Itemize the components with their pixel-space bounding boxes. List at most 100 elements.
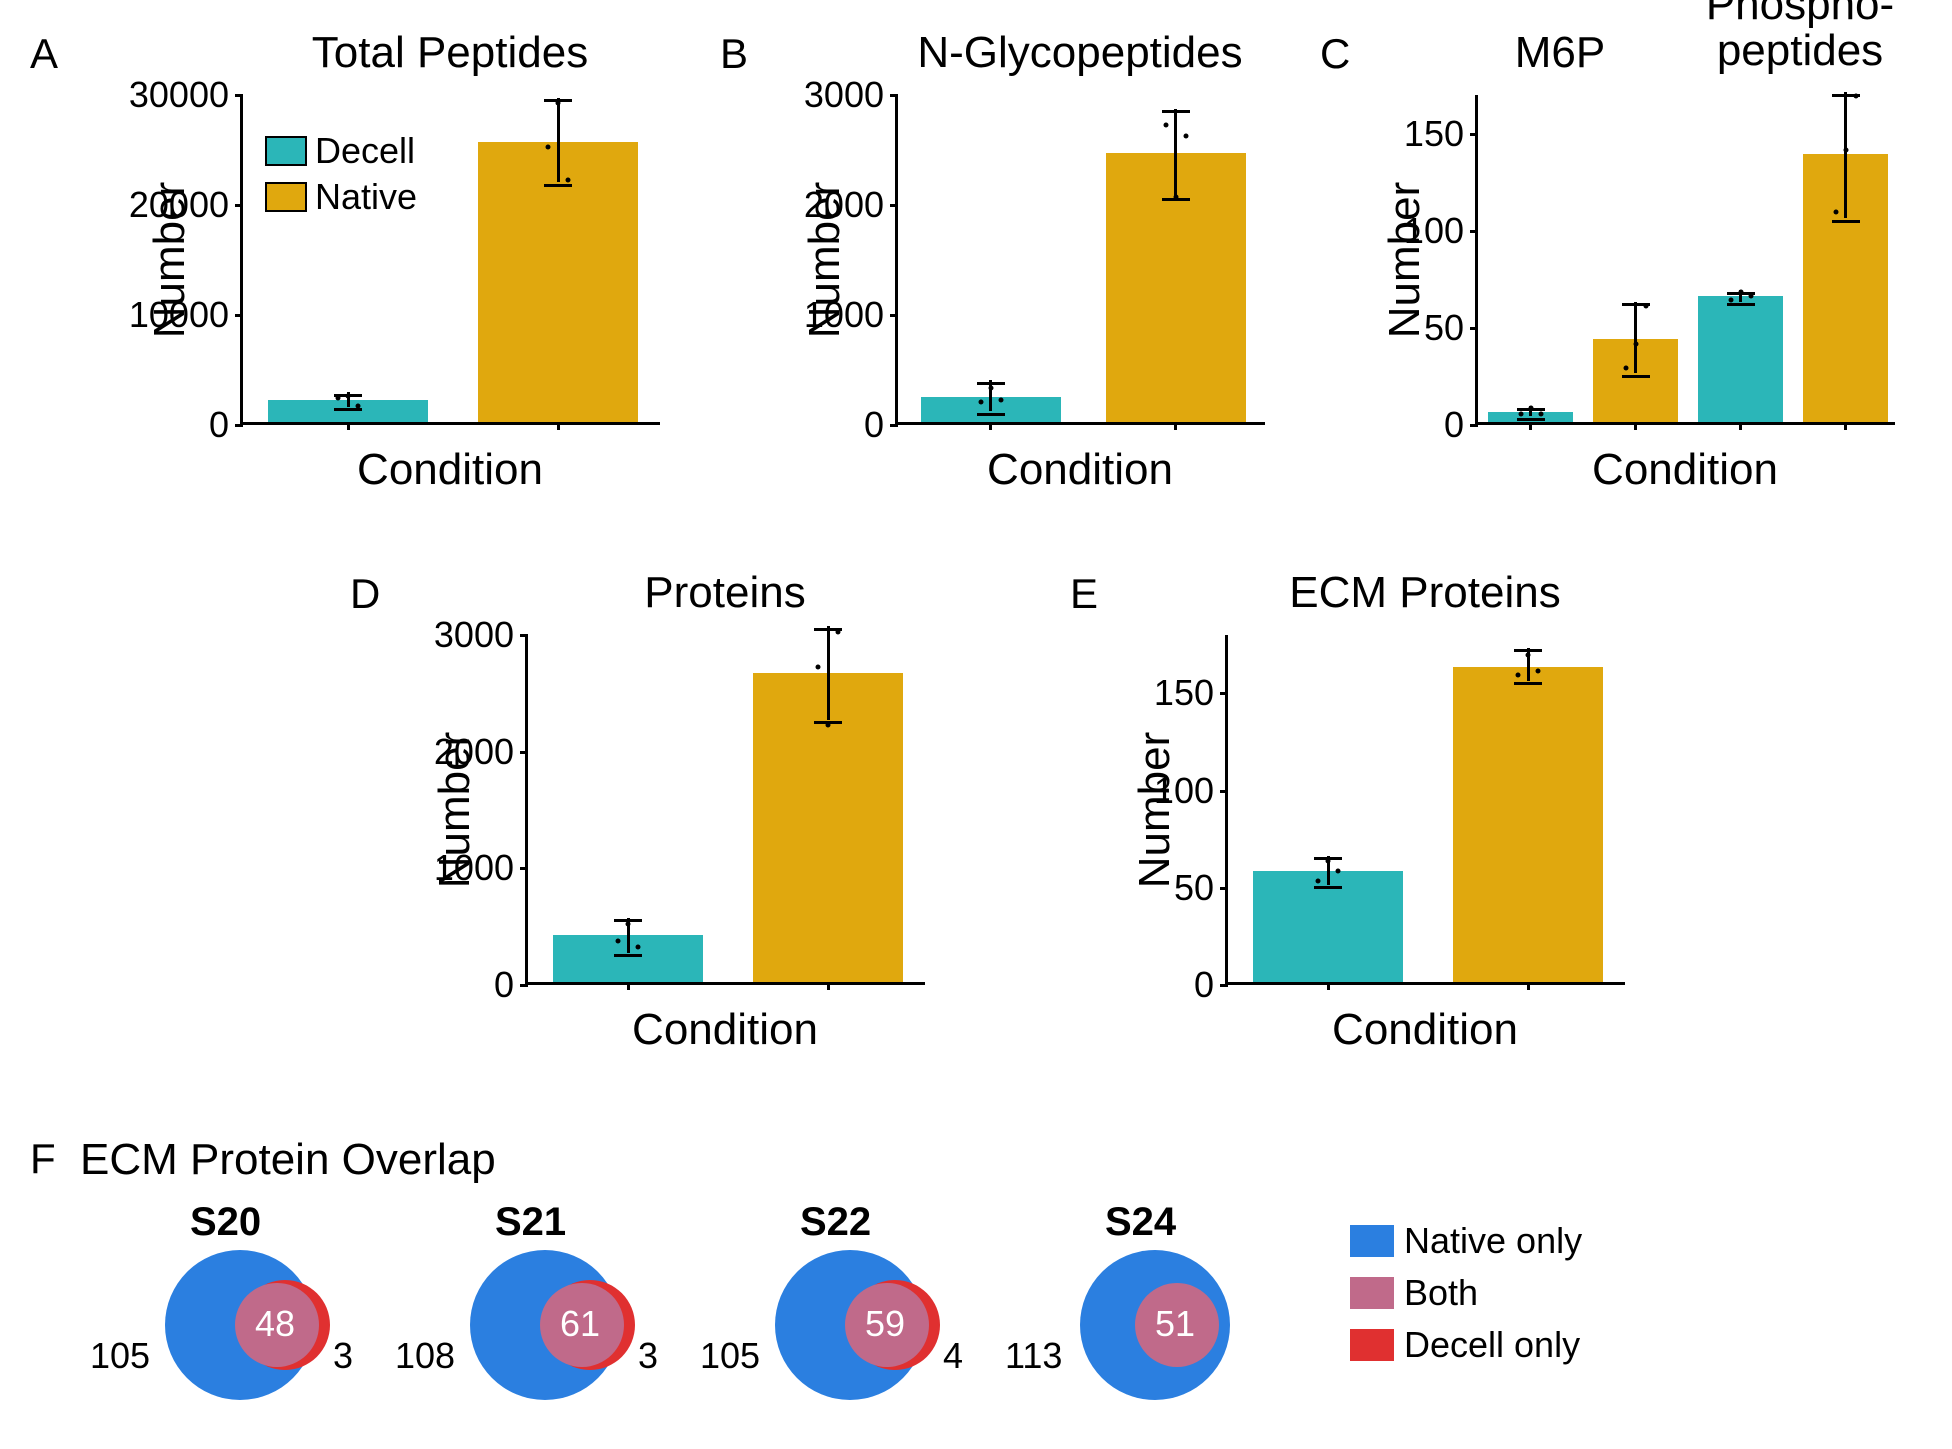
venn-decell-count: 4 [943,1335,963,1377]
bar [1698,296,1783,422]
legend-label: Native [315,176,417,218]
venn-diagram: S22105594 [705,1200,1005,1410]
error-cap-bot [1514,682,1542,685]
figure-root: ATotal PeptidesNumber0100002000030000Con… [20,20,1932,1429]
legend-item: Native [265,176,417,218]
error-cap-top [1162,110,1190,113]
panel-A: ATotal PeptidesNumber0100002000030000Con… [30,20,630,510]
legend-swatch [265,182,307,212]
venn-legend-item: Both [1350,1272,1582,1314]
data-point [1853,93,1858,98]
venn-legend-item: Decell only [1350,1324,1582,1366]
venn-legend-swatch [1350,1329,1394,1361]
data-point [1728,297,1733,302]
venn-native-count: 113 [1005,1335,1062,1377]
panel-F: FECM Protein OverlapS20105483S21108613S2… [30,1110,1920,1430]
y-tick-label: 100 [1088,770,1228,812]
plot-area: 0100020003000 [895,95,1265,425]
x-tick [1844,422,1847,430]
y-tick-label: 2000 [758,184,898,226]
x-tick [1739,422,1742,430]
section-title: ECM Protein Overlap [80,1135,496,1185]
panel-label: C [1320,30,1350,78]
venn-sample-label: S20 [190,1200,261,1245]
chart-title: Total Peptides [230,30,670,76]
data-point [1643,303,1648,308]
data-point [1833,210,1838,215]
data-point [816,665,821,670]
x-tick [557,422,560,430]
error-bar [1844,92,1847,218]
venn-diagram: S2411351 [1010,1200,1310,1410]
data-point [356,403,361,408]
panel-B: BN-GlycopeptidesNumber0100020003000Condi… [720,20,1270,510]
data-point [546,145,551,150]
x-axis-label: Condition [895,445,1265,495]
data-point [1536,668,1541,673]
plot-area: 050100150 [1475,95,1895,425]
venn-native-count: 105 [90,1335,150,1377]
error-cap-bot [1517,418,1545,421]
error-bar [1634,302,1637,374]
legend-item: Decell [265,130,417,172]
x-tick [989,422,992,430]
data-point [1528,406,1533,411]
venn-decell-count: 3 [638,1335,658,1377]
x-tick [827,982,830,990]
x-axis-label: Condition [240,445,660,495]
x-tick [1327,982,1330,990]
data-point [1518,412,1523,417]
y-tick-label: 50 [1088,867,1228,909]
venn-both-count: 51 [1155,1303,1195,1345]
chart-title: N-Glycopeptides [850,30,1310,76]
error-cap-bot [1727,303,1755,306]
y-tick-label: 150 [1088,672,1228,714]
y-tick-label: 0 [1088,964,1228,1006]
data-point [636,945,641,950]
data-point [556,101,561,106]
error-cap-top [977,382,1005,385]
bar [1453,667,1603,982]
venn-legend-label: Native only [1404,1220,1582,1262]
panel-C: CM6PPhospho- peptidesNumber050100150Cond… [1320,20,1920,510]
y-tick-label: 20000 [103,184,243,226]
x-tick [627,982,630,990]
venn-native-count: 105 [700,1335,760,1377]
error-cap-bot [544,184,572,187]
data-point [1336,869,1341,874]
error-cap-bot [1314,886,1342,889]
venn-native-count: 108 [395,1335,455,1377]
data-point [826,723,831,728]
panel-label: E [1070,570,1098,618]
error-bar [827,626,830,719]
venn-decell-count: 3 [333,1335,353,1377]
data-point [1738,289,1743,294]
panel-D: DProteinsNumber0100020003000Condition [350,560,930,1070]
y-tick-label: 0 [1338,404,1478,446]
data-point [978,400,983,405]
x-tick [1174,422,1177,430]
data-point [626,921,631,926]
error-cap-bot [334,408,362,411]
error-cap-bot [1622,375,1650,378]
y-tick-label: 10000 [103,294,243,336]
venn-diagram: S20105483 [95,1200,395,1410]
legend-label: Decell [315,130,415,172]
plot-area: 0100020003000 [525,635,925,985]
venn-sample-label: S24 [1105,1200,1176,1245]
panel-E: EECM ProteinsNumber050100150Condition [1070,560,1650,1070]
error-cap-bot [977,413,1005,416]
data-point [346,393,351,398]
panel-label: D [350,570,380,618]
error-cap-bot [1832,220,1860,223]
panel-label: A [30,30,58,78]
y-tick-label: 100 [1338,210,1478,252]
y-tick-label: 3000 [388,614,528,656]
y-tick-label: 0 [758,404,898,446]
x-axis-label: Condition [1475,445,1895,495]
panel-label: F [30,1135,56,1183]
data-point [998,398,1003,403]
x-axis-label: Condition [525,1005,925,1055]
y-tick-label: 1000 [758,294,898,336]
data-point [1623,365,1628,370]
